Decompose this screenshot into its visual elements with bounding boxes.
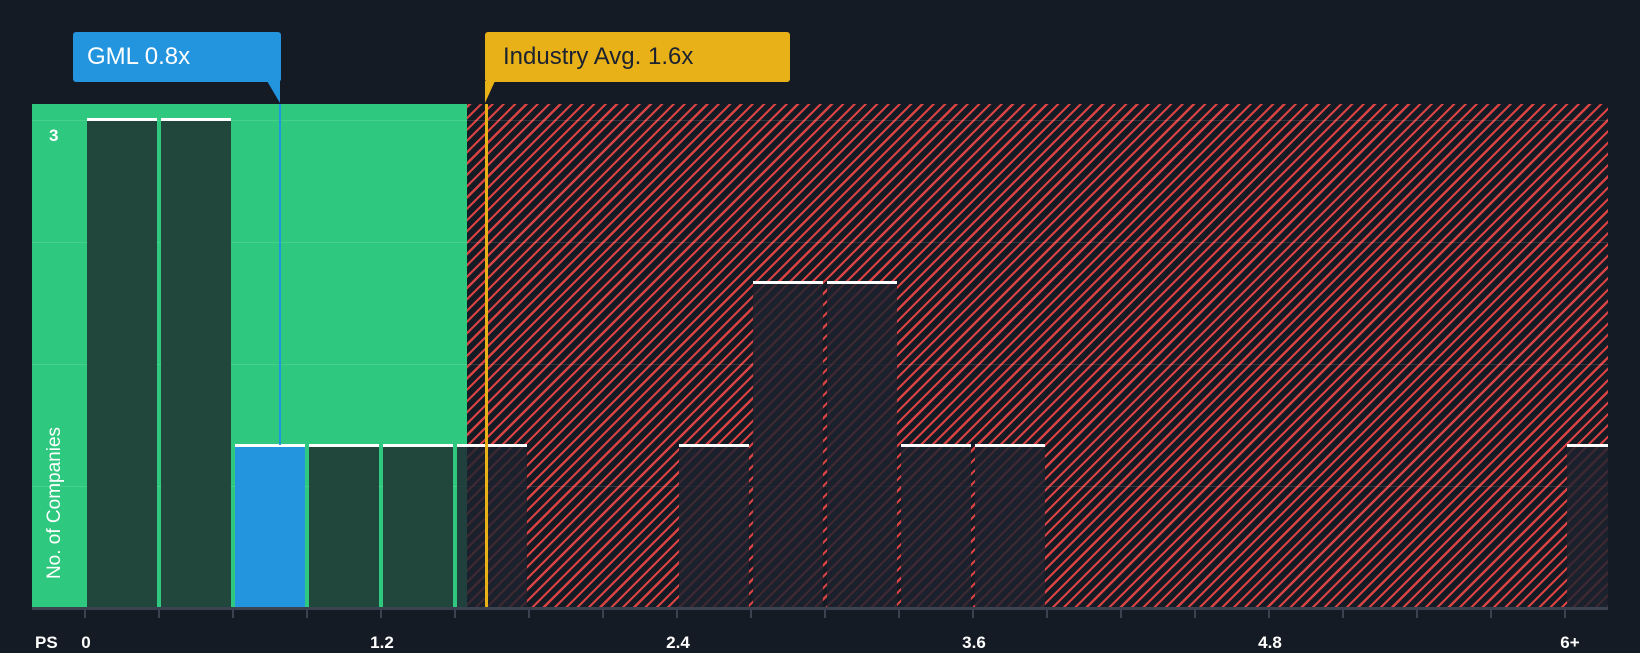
- x-tick: [972, 610, 974, 618]
- gridline: [32, 120, 1608, 121]
- x-axis-name: PS: [35, 633, 58, 652]
- x-tick: [84, 610, 86, 618]
- histogram-bar: [309, 444, 379, 608]
- x-tick: [528, 610, 530, 618]
- x-tick: [1120, 610, 1122, 618]
- x-tick-label: 1.2: [370, 633, 394, 652]
- y-tick-label: 3: [49, 126, 59, 145]
- bar-top-cap: [1567, 444, 1608, 447]
- x-tick: [1194, 610, 1196, 618]
- x-tick-label: 6+: [1560, 633, 1580, 652]
- x-tick-label: 3.6: [962, 633, 986, 652]
- industry-callout-pointer: [485, 81, 495, 103]
- bar-top-cap: [383, 444, 453, 447]
- x-tick: [1342, 610, 1344, 618]
- company-bin-bar: [235, 444, 305, 608]
- histogram-bar: [901, 444, 971, 608]
- x-tick: [232, 610, 234, 618]
- x-tick: [602, 610, 604, 618]
- x-tick: [750, 610, 752, 618]
- histogram-bar: [975, 444, 1045, 608]
- bar-top-cap: [901, 444, 971, 447]
- x-tick: [1490, 610, 1492, 618]
- bar-top-cap: [457, 444, 527, 447]
- histogram-bar: [1567, 444, 1608, 608]
- x-tick: [1046, 610, 1048, 618]
- histogram-bar: [457, 444, 527, 608]
- x-tick: [1416, 610, 1418, 618]
- x-tick: [1268, 610, 1270, 618]
- gridline: [32, 242, 1608, 243]
- histogram-bar: [679, 444, 749, 608]
- bar-top-cap: [161, 118, 231, 121]
- company-callout-pointer: [267, 81, 280, 103]
- histogram-bar: [383, 444, 453, 608]
- x-tick: [306, 610, 308, 618]
- bar-top-cap: [753, 281, 823, 284]
- industry-avg-line: [485, 104, 488, 608]
- bar-top-cap: [975, 444, 1045, 447]
- y-axis-label: No. of Companies: [44, 426, 65, 580]
- chart-plot-area: [32, 104, 1608, 608]
- x-tick: [454, 610, 456, 618]
- company-callout: GML 0.8x: [73, 32, 281, 82]
- x-tick: [898, 610, 900, 618]
- x-tick-label: 2.4: [666, 633, 690, 652]
- bar-top-cap: [87, 118, 157, 121]
- x-tick-label: 0: [81, 633, 91, 652]
- bar-top-cap: [679, 444, 749, 447]
- histogram-bar: [161, 118, 231, 608]
- histogram-bar: [827, 281, 897, 608]
- x-tick: [1564, 610, 1566, 618]
- histogram-bar: [87, 118, 157, 608]
- x-tick: [676, 610, 678, 618]
- x-tick: [824, 610, 826, 618]
- x-tick: [380, 610, 382, 618]
- x-tick-label: 4.8: [1258, 633, 1282, 652]
- bar-top-cap: [309, 444, 379, 447]
- bar-top-cap: [235, 444, 305, 447]
- x-axis: [32, 607, 1608, 610]
- histogram-bar: [753, 281, 823, 608]
- x-tick: [158, 610, 160, 618]
- company-marker-line: [279, 104, 281, 445]
- bar-top-cap: [827, 281, 897, 284]
- industry-avg-callout: Industry Avg. 1.6x: [485, 32, 790, 82]
